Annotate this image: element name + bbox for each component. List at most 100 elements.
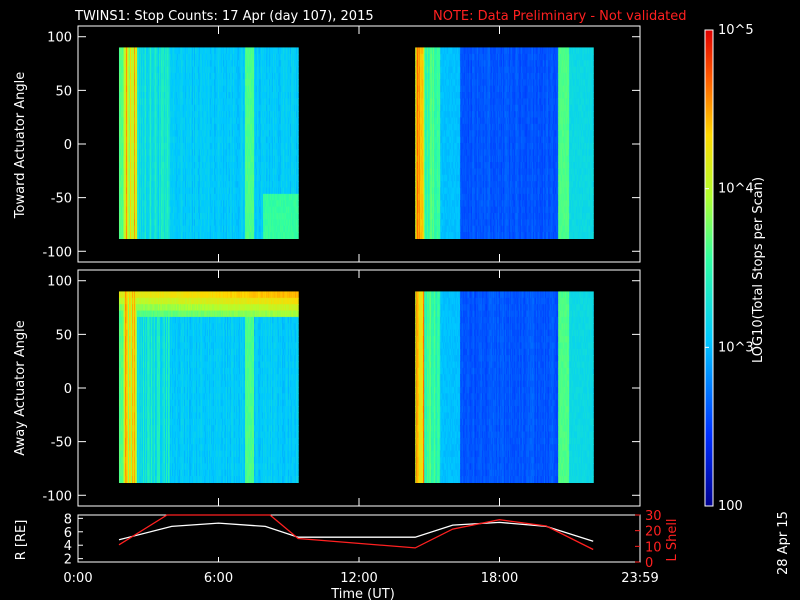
heatmap-cell (245, 225, 247, 233)
heatmap-cell (250, 206, 252, 214)
heatmap-cell (228, 85, 230, 93)
heatmap-cell (128, 136, 131, 144)
heatmap-cell (134, 225, 137, 233)
heatmap-cell (193, 212, 195, 220)
heatmap-cell (154, 117, 156, 125)
heatmap-cell (124, 123, 127, 131)
heatmap-cell (240, 162, 242, 169)
heatmap-cell (239, 149, 241, 157)
heatmap-cell (265, 162, 267, 169)
heatmap-cell (130, 225, 133, 233)
heatmap-cell (278, 98, 280, 106)
heatmap-cell (122, 92, 125, 99)
heatmap-cell (285, 123, 287, 131)
heatmap-cell (255, 117, 257, 125)
heatmap-cell (200, 168, 202, 176)
heatmap-cell (130, 66, 133, 74)
heatmap-cell (253, 142, 255, 150)
heatmap-cell (278, 149, 280, 157)
heatmap-cell (161, 232, 163, 239)
heatmap-cell (198, 212, 200, 220)
heatmap-cell (157, 219, 159, 227)
heatmap-cell (212, 219, 214, 227)
heatmap-cell (250, 181, 252, 189)
heatmap-cell (183, 225, 185, 233)
heatmap-cell (215, 181, 217, 189)
heatmap-cell (224, 66, 226, 74)
heatmap-cell (242, 98, 244, 106)
heatmap-cell (197, 225, 199, 233)
heatmap-cell (195, 79, 197, 87)
heatmap-cell (271, 98, 273, 106)
heatmap-cell (120, 193, 123, 201)
heatmap-cell (220, 92, 222, 99)
heatmap-cell (176, 193, 178, 201)
heatmap-cell (144, 85, 146, 93)
heatmap-cell (275, 53, 277, 61)
heatmap-cell (136, 53, 139, 61)
heatmap-cell (230, 155, 232, 163)
heatmap-cell (205, 219, 207, 227)
heatmap-cell (173, 187, 175, 195)
heatmap-cell (261, 72, 263, 80)
heatmap-cell (177, 85, 179, 93)
heatmap-cell (235, 85, 237, 93)
heatmap-cell (160, 111, 162, 119)
heatmap-cell (243, 212, 245, 220)
heatmap-cell (236, 111, 238, 119)
heatmap-cell (262, 111, 264, 119)
heatmap-cell (268, 162, 270, 169)
heatmap-cell (201, 85, 203, 93)
heatmap-cell (262, 47, 264, 55)
heatmap-cell (138, 212, 141, 220)
heatmap-cell (173, 104, 175, 112)
heatmap-cell (199, 53, 201, 61)
heatmap-cell (231, 206, 233, 214)
heatmap-cell (283, 136, 285, 144)
heatmap-cell (211, 232, 213, 239)
heatmap-cell (219, 174, 221, 182)
heatmap-cell (244, 130, 246, 138)
heatmap-cell (160, 162, 162, 169)
heatmap-cell (163, 79, 165, 87)
heatmap-cell (246, 111, 248, 119)
heatmap-cell (244, 174, 246, 182)
heatmap-cell (204, 136, 206, 144)
heatmap-cell (217, 47, 219, 55)
heatmap-cell (151, 117, 153, 125)
heatmap-cell (270, 117, 272, 125)
heatmap-cell (181, 206, 183, 214)
heatmap-cell (158, 168, 160, 176)
heatmap-cell (190, 111, 192, 119)
heatmap-cell (212, 181, 214, 189)
heatmap-cell (222, 72, 224, 80)
heatmap-cell (190, 225, 192, 233)
heatmap-cell (186, 168, 188, 176)
heatmap-cell (189, 168, 191, 176)
heatmap-cell (271, 212, 273, 220)
heatmap-cell (218, 98, 220, 106)
heatmap-cell (119, 53, 122, 61)
heatmap-cell (214, 212, 216, 220)
heatmap-cell (205, 162, 207, 169)
heatmap-cell (231, 72, 233, 80)
heatmap-cell (195, 85, 197, 93)
heatmap-cell (168, 123, 170, 131)
heatmap-cell (182, 225, 184, 233)
heatmap-cell (284, 85, 286, 93)
heatmap-cell (210, 117, 212, 125)
heatmap-cell (257, 149, 259, 157)
heatmap-cell (209, 225, 211, 233)
heatmap-cell (273, 187, 275, 195)
heatmap-cell (166, 104, 168, 112)
heatmap-cell (157, 193, 159, 201)
heatmap-cell (200, 149, 202, 157)
heatmap-cell (197, 130, 199, 138)
heatmap-cell (198, 162, 200, 169)
heatmap-cell (205, 53, 207, 61)
heatmap-cell (187, 232, 189, 239)
heatmap-cell (146, 174, 148, 182)
heatmap-cell (144, 155, 146, 163)
heatmap-cell (119, 98, 122, 106)
heatmap-cell (190, 193, 192, 201)
